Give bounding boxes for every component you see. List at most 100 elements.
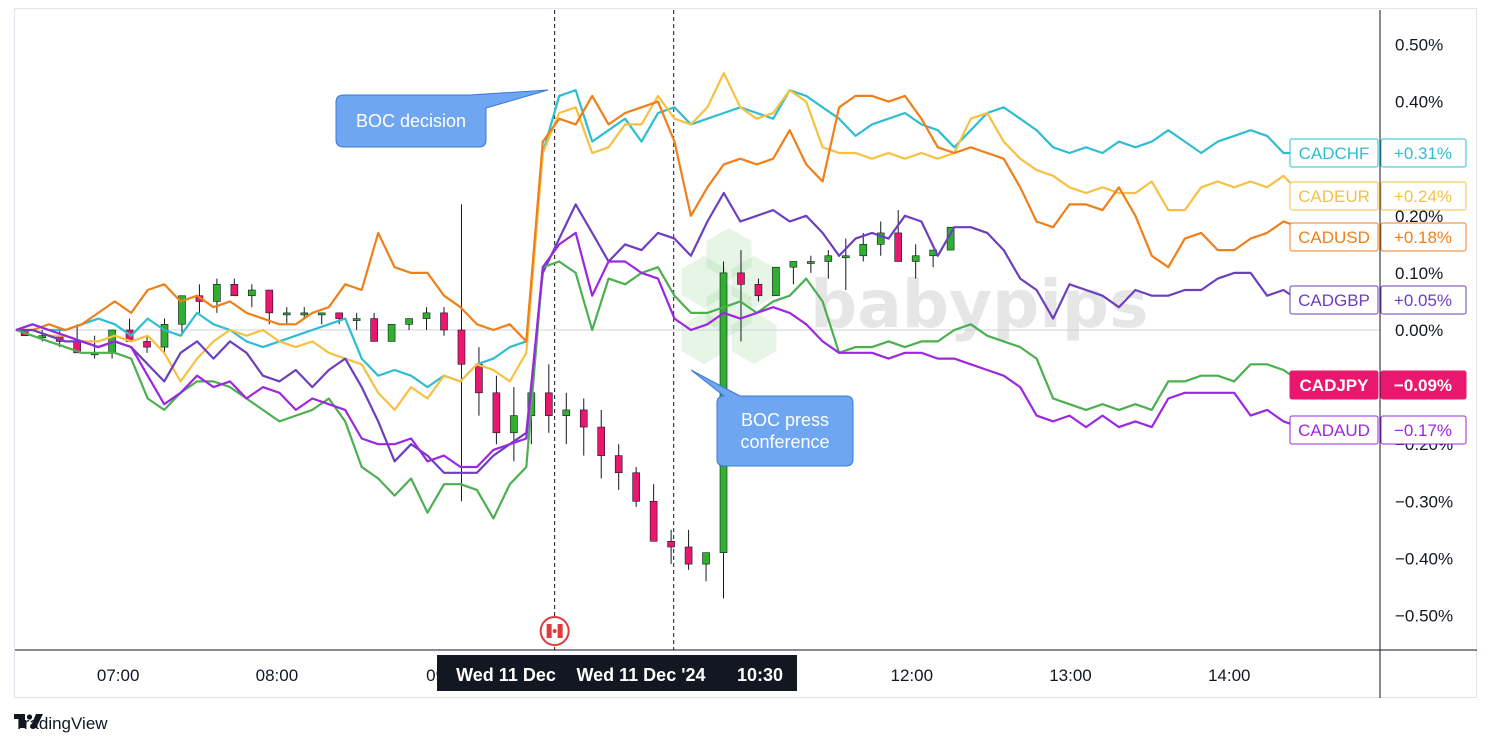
series-line-cadgbp [16, 191, 1301, 474]
candle [632, 467, 640, 508]
legend-name-box [1289, 181, 1379, 211]
candle [492, 375, 501, 445]
watermark-hex-3 [731, 312, 777, 364]
legend-name: CADCHF [1299, 144, 1370, 163]
candle-body [649, 500, 658, 542]
crosshair-time-labels: Wed 11 Dec Wed 11 Dec '24 10:30 [437, 655, 797, 691]
legend-value-box [1380, 138, 1467, 168]
candle-body [579, 409, 588, 428]
candle [422, 307, 431, 330]
legend-name: CADJPY [1300, 376, 1370, 395]
candle [789, 261, 798, 285]
legend-name: CADUSD [1298, 228, 1370, 247]
legend-name-box [1289, 285, 1379, 315]
candle-body [387, 323, 396, 342]
legend-value-box [1380, 370, 1467, 400]
candle-body [352, 318, 361, 321]
candle-body [422, 312, 431, 319]
legend: CADCHF +0.31% CADEUR +0.24% CADUSD +0.18% CADG… [1289, 138, 1467, 445]
candle [545, 364, 553, 433]
candle [876, 221, 885, 256]
candle [265, 289, 274, 325]
y-tick-label: 0.00% [1395, 321, 1443, 340]
candle-body [492, 392, 501, 434]
candle [475, 347, 483, 416]
candle-body [684, 546, 693, 565]
candle-body [300, 312, 309, 316]
legend-value: +0.24% [1394, 187, 1452, 206]
candle [230, 278, 239, 297]
candle-body [754, 284, 763, 297]
candle [684, 529, 693, 570]
candle-body [317, 312, 326, 316]
candle-body [178, 295, 186, 325]
candle-body [632, 472, 640, 502]
y-tick-label: 0.10% [1395, 264, 1443, 283]
x-tick-label: 13:00 [1049, 666, 1092, 685]
legend-name-box [1289, 138, 1379, 168]
candle [405, 318, 413, 330]
annotation-text: BOC decision [356, 111, 466, 131]
series-line-cadjpy [15, 260, 1301, 520]
canada-flag-icon [539, 616, 570, 646]
legend-value-box [1380, 222, 1467, 252]
y-tick-label: −0.30% [1395, 492, 1453, 511]
annotation-bubble [690, 369, 854, 467]
annotation-boc-decision: BOC decision [335, 89, 549, 148]
candle [562, 392, 571, 445]
candle-body [370, 318, 378, 342]
legend-item-cadjpy: CADJPY −0.09% [1289, 370, 1467, 400]
candle-body [562, 409, 571, 416]
series-line-cadusd [16, 94, 1301, 343]
candle [737, 250, 745, 342]
watermark-hex-1 [731, 256, 777, 308]
series-lines [15, 72, 1301, 520]
candle-body [213, 284, 221, 302]
candle [649, 484, 658, 542]
time-label: 10:30 [737, 665, 783, 685]
legend-name: CADGBP [1298, 291, 1370, 310]
candle-body [807, 261, 815, 264]
candle [772, 266, 780, 297]
candle [667, 529, 675, 565]
candle [824, 250, 833, 279]
candle-body [510, 415, 518, 434]
candle [370, 312, 378, 342]
legend-name: CADEUR [1298, 187, 1370, 206]
legend-name: CADAUD [1298, 421, 1370, 440]
series-line-cadaud [15, 231, 1301, 469]
candle-body [475, 363, 483, 394]
legend-name-box [1289, 370, 1379, 400]
legend-value: +0.18% [1394, 228, 1452, 247]
y-tick-label: 0.40% [1395, 93, 1443, 112]
candle [754, 278, 763, 302]
x-tick-label: 14:00 [1208, 666, 1251, 685]
candle-body [667, 540, 675, 548]
legend-item-cadaud: CADAUD −0.17% [1289, 415, 1467, 445]
tradingview-logo-icon [14, 714, 43, 728]
candle [387, 323, 396, 342]
candle-body [702, 552, 710, 565]
chart-panel[interactable] [14, 8, 1477, 698]
legend-value: +0.31% [1394, 144, 1452, 163]
candle [597, 409, 606, 479]
y-tick-label: 0.20% [1395, 207, 1443, 226]
candle [282, 307, 291, 325]
watermark-hex-0 [681, 256, 727, 308]
candle-body [248, 289, 256, 297]
candle-body [335, 312, 343, 319]
brand-footer: TradingView [14, 714, 108, 734]
candle [335, 312, 343, 325]
candle-body [230, 284, 239, 297]
watermark-hex-4 [706, 228, 752, 280]
candle [160, 318, 169, 353]
x-tick-label: 12:00 [890, 666, 933, 685]
series-line-cadeur [16, 72, 1301, 411]
watermark-hex-5 [706, 284, 752, 336]
candle [352, 312, 361, 330]
candle [859, 232, 868, 262]
candle [894, 210, 903, 262]
